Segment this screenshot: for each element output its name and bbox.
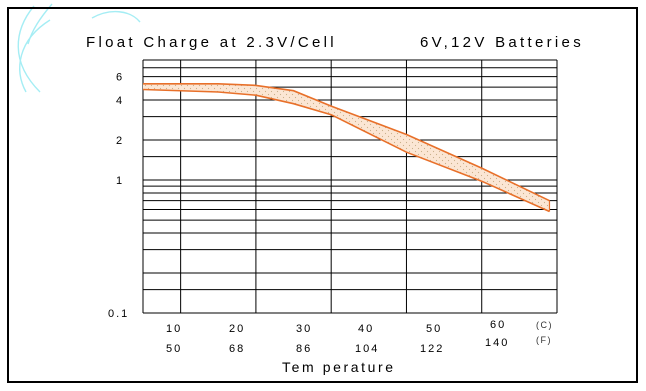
chart-title: Float Charge at 2.3V/Cell (86, 34, 337, 51)
x-tick-label-f-104: 104 (355, 343, 379, 355)
x-unit-celsius: (C) (536, 320, 553, 330)
x-tick-label-c-30: 30 (296, 323, 312, 335)
grid-lines (142, 59, 558, 314)
y-tick-label-4: 4 (116, 95, 124, 107)
y-tick-label-0-1: 0.1 (108, 308, 129, 320)
chart-border (7, 7, 638, 383)
x-axis-label: Tem perature (282, 359, 396, 375)
y-tick-label-6: 6 (116, 72, 124, 84)
x-tick-label-c-40: 40 (358, 323, 374, 335)
x-tick-label-f-86: 86 (296, 343, 312, 355)
chart-subtitle: 6V,12V Batteries (420, 34, 584, 51)
x-tick-label-c-50: 50 (426, 323, 442, 335)
x-tick-label-c-10: 10 (166, 323, 182, 335)
y-tick-label-2: 2 (116, 135, 124, 147)
data-band (142, 83, 551, 213)
band-fill (143, 83, 550, 212)
series-line-lower (142, 88, 550, 213)
x-tick-label-c-20: 20 (229, 323, 245, 335)
x-tick-label-f-122: 122 (420, 343, 444, 355)
x-tick-label-f-50: 50 (166, 343, 182, 355)
x-tick-label-f-68: 68 (229, 343, 245, 355)
x-tick-label-c-60: 60 (490, 319, 506, 331)
x-tick-label-f-140: 140 (485, 337, 509, 349)
x-unit-fahrenheit: (F) (536, 335, 552, 345)
y-tick-label-1: 1 (116, 175, 124, 187)
series-line-upper (143, 83, 550, 202)
